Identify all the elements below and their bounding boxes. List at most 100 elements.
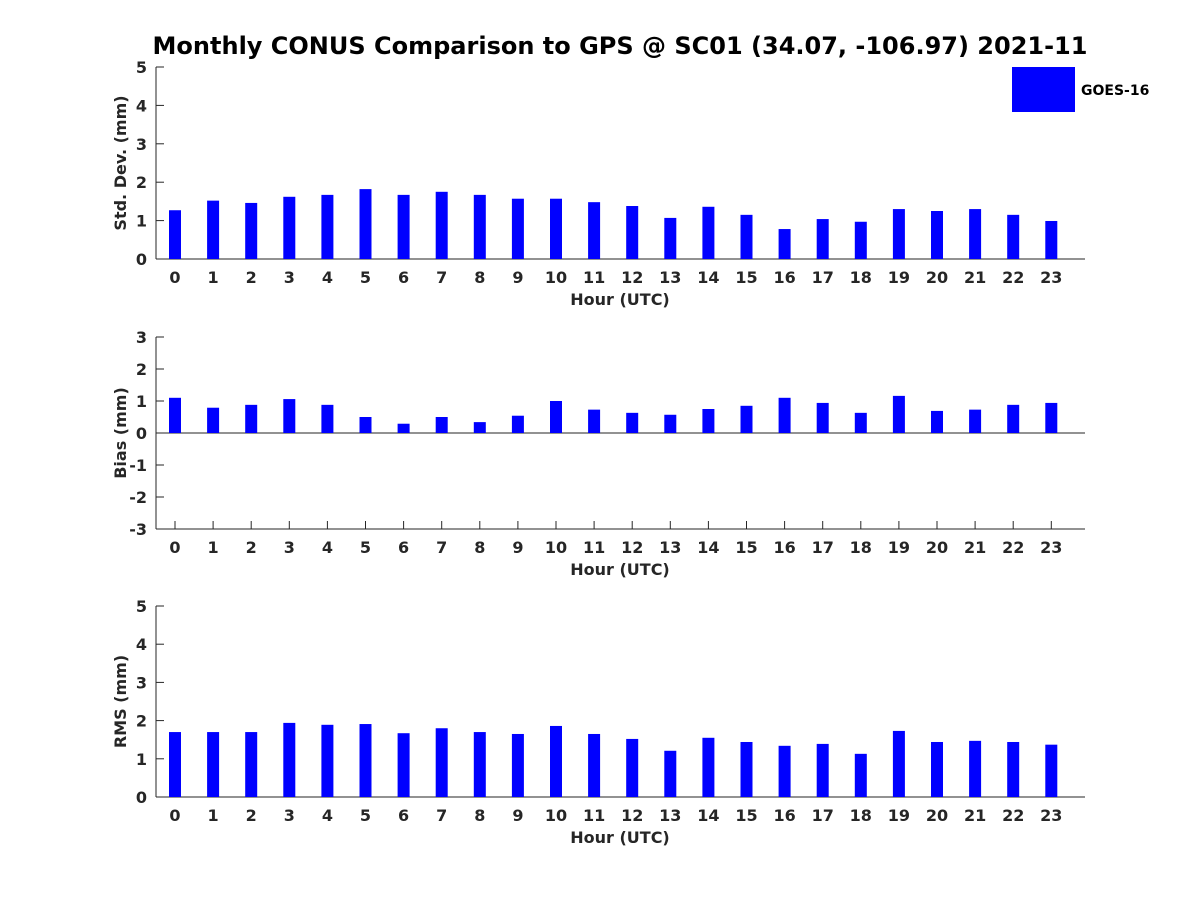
x-axis-label: Hour (UTC) <box>570 828 670 847</box>
x-tick-label: 10 <box>545 538 567 557</box>
bar <box>397 423 410 433</box>
bar <box>207 407 220 433</box>
bar <box>664 217 677 259</box>
x-tick-label: 16 <box>773 268 795 287</box>
bar <box>626 206 639 259</box>
bar <box>169 210 181 259</box>
x-tick-label: 20 <box>926 806 948 825</box>
x-tick-label: 18 <box>850 268 872 287</box>
y-tick-label: 2 <box>136 712 147 731</box>
x-tick-label: 18 <box>850 538 872 557</box>
x-tick-label: 23 <box>1040 538 1062 557</box>
x-axis-label: Hour (UTC) <box>570 560 670 579</box>
bar <box>664 750 677 797</box>
bar <box>550 725 562 797</box>
x-tick-label: 3 <box>284 538 295 557</box>
x-tick-label: 6 <box>398 268 409 287</box>
x-tick-label: 0 <box>169 538 180 557</box>
y-tick-label: 3 <box>136 673 147 692</box>
bar <box>1045 744 1058 797</box>
bar <box>511 415 524 433</box>
x-tick-label: 0 <box>169 806 180 825</box>
x-tick-label: 5 <box>360 806 371 825</box>
y-tick-label: 5 <box>136 597 147 616</box>
bar <box>283 399 296 433</box>
x-tick-label: 15 <box>735 538 757 557</box>
legend-swatch <box>1012 67 1075 112</box>
y-tick-label: 4 <box>136 96 147 115</box>
x-axis-label: Hour (UTC) <box>570 290 670 309</box>
x-tick-label: 8 <box>474 268 485 287</box>
bar <box>892 730 905 797</box>
bar <box>207 732 220 797</box>
x-tick-label: 2 <box>246 268 257 287</box>
x-tick-label: 5 <box>360 538 371 557</box>
bar <box>969 740 982 797</box>
x-tick-label: 20 <box>926 268 948 287</box>
x-tick-label: 22 <box>1002 806 1024 825</box>
x-tick-label: 19 <box>888 268 910 287</box>
x-tick-label: 13 <box>659 538 681 557</box>
bar <box>435 728 448 797</box>
x-tick-label: 16 <box>773 538 795 557</box>
y-tick-label: 4 <box>136 635 147 654</box>
bar <box>169 397 181 433</box>
y-tick-label: 1 <box>136 392 147 411</box>
bar <box>931 211 943 259</box>
legend: GOES-16 <box>1012 67 1149 112</box>
bar <box>588 202 601 259</box>
x-tick-label: 14 <box>697 806 719 825</box>
bar <box>740 214 753 259</box>
x-tick-label: 10 <box>545 806 567 825</box>
x-tick-label: 21 <box>964 806 986 825</box>
y-tick-label: 0 <box>136 424 147 443</box>
bar <box>1007 741 1020 797</box>
bar <box>892 209 905 259</box>
x-tick-label: 1 <box>208 268 219 287</box>
x-tick-label: 17 <box>812 806 834 825</box>
legend-label: GOES-16 <box>1081 83 1149 99</box>
x-tick-label: 3 <box>284 806 295 825</box>
bar <box>778 397 791 433</box>
y-axis-label: RMS (mm) <box>111 655 130 748</box>
x-tick-label: 21 <box>964 538 986 557</box>
x-tick-label: 18 <box>850 806 872 825</box>
bar <box>359 417 372 433</box>
bar <box>1007 404 1020 433</box>
x-tick-label: 3 <box>284 268 295 287</box>
y-axis-label: Std. Dev. (mm) <box>111 95 130 230</box>
y-tick-label: -3 <box>129 520 147 539</box>
x-tick-label: 17 <box>812 268 834 287</box>
x-tick-label: 13 <box>659 806 681 825</box>
bar <box>931 741 943 797</box>
x-tick-label: 11 <box>583 538 605 557</box>
y-tick-label: -1 <box>129 456 147 475</box>
x-tick-label: 13 <box>659 268 681 287</box>
x-tick-label: 16 <box>773 806 795 825</box>
x-tick-label: 1 <box>208 538 219 557</box>
x-tick-label: 15 <box>735 268 757 287</box>
bar <box>550 198 562 259</box>
bar <box>969 409 982 433</box>
bar <box>245 202 258 259</box>
x-tick-label: 22 <box>1002 268 1024 287</box>
bar <box>892 395 905 433</box>
x-tick-label: 12 <box>621 806 643 825</box>
bar <box>283 196 296 259</box>
bar <box>1045 220 1058 259</box>
bar <box>1007 214 1020 259</box>
x-tick-label: 17 <box>812 538 834 557</box>
x-tick-label: 5 <box>360 268 371 287</box>
bar <box>169 732 181 797</box>
bar <box>816 219 829 259</box>
bar <box>435 191 448 259</box>
y-tick-label: 1 <box>136 212 147 231</box>
bar <box>778 745 791 797</box>
x-tick-label: 14 <box>697 268 719 287</box>
x-tick-label: 22 <box>1002 538 1024 557</box>
x-tick-label: 12 <box>621 538 643 557</box>
